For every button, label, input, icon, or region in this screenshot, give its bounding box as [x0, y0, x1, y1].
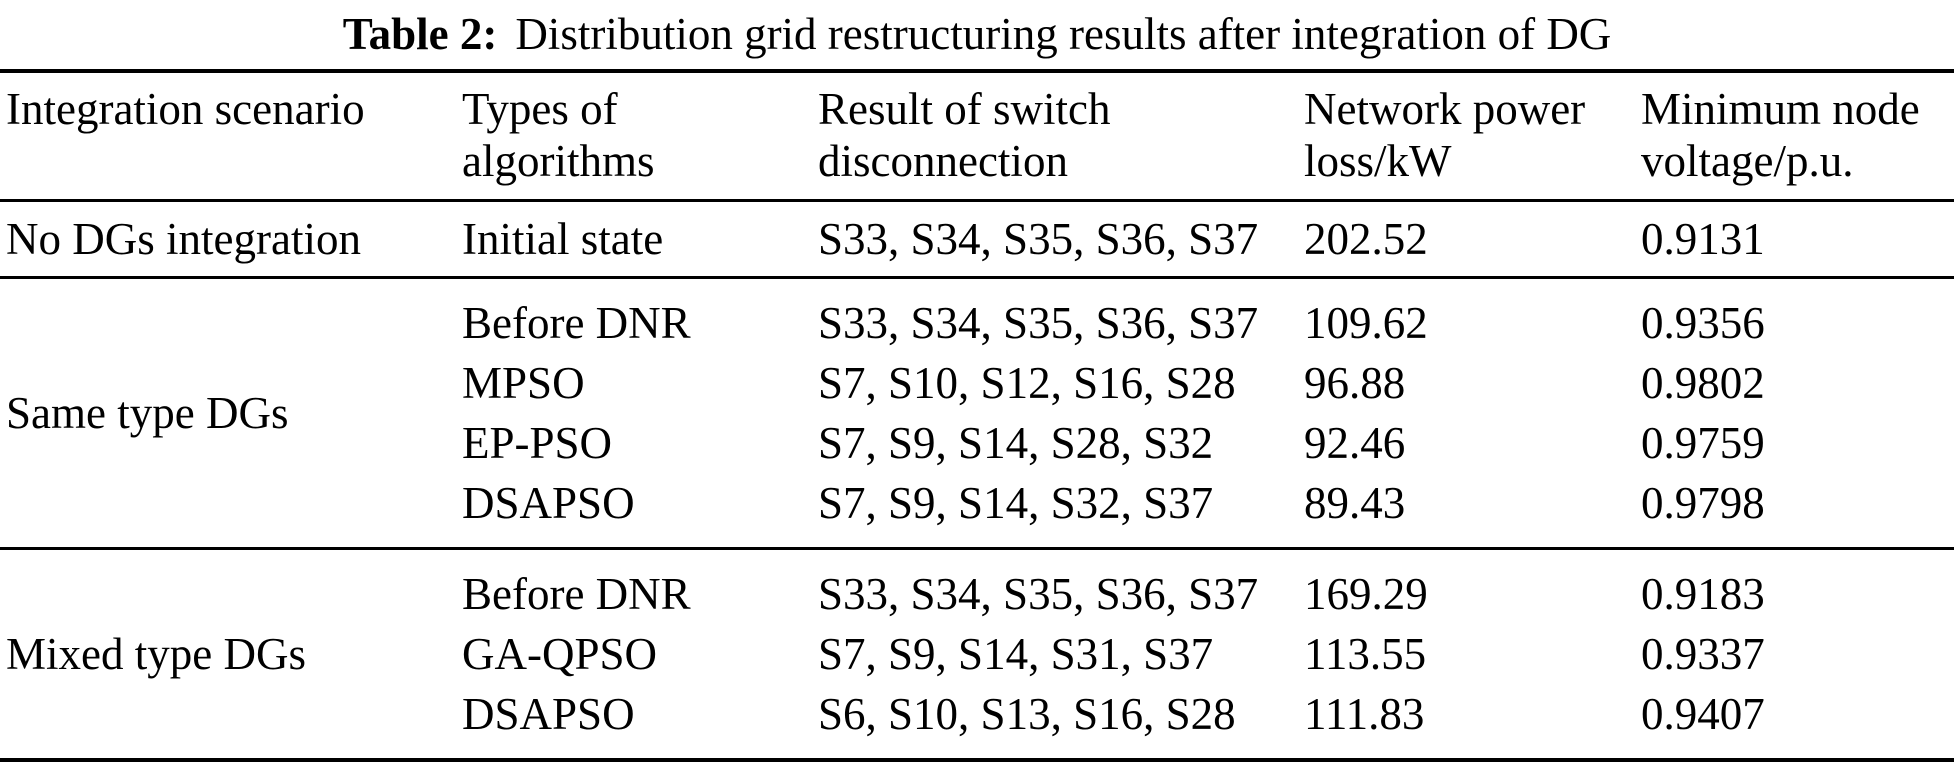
voltage-cell: 0.9183: [1641, 569, 1765, 619]
column-header-switch-disconnection: Result of switch disconnection: [818, 84, 1111, 186]
algorithm-cell: GA-QPSO: [462, 629, 658, 679]
section-rows: Initial state S33, S34, S35, S36, S37 20…: [456, 202, 1954, 276]
scenario-label: Mixed type DGs: [6, 629, 306, 679]
loss-cell: 169.29: [1304, 569, 1428, 619]
loss-cell: 109.62: [1304, 298, 1428, 348]
algorithm-cell: Initial state: [462, 214, 664, 264]
table-row: Before DNR S33, S34, S35, S36, S37 169.2…: [456, 564, 1954, 624]
switches-cell: S6, S10, S13, S16, S28: [818, 689, 1236, 739]
voltage-cell: 0.9337: [1641, 629, 1765, 679]
table-row: MPSO S7, S10, S12, S16, S28 96.88 0.9802: [456, 353, 1954, 413]
bottom-margin: [0, 762, 1954, 775]
voltage-cell: 0.9407: [1641, 689, 1765, 739]
column-header-integration-scenario: Integration scenario: [6, 84, 365, 134]
section-rows: Before DNR S33, S34, S35, S36, S37 109.6…: [456, 279, 1954, 547]
algorithm-cell: Before DNR: [462, 298, 691, 348]
algorithm-cell: MPSO: [462, 358, 585, 408]
section-no-dgs: No DGs integration Initial state S33, S3…: [0, 202, 1954, 279]
table-row: Before DNR S33, S34, S35, S36, S37 109.6…: [456, 293, 1954, 353]
table-row: EP-PSO S7, S9, S14, S28, S32 92.46 0.975…: [456, 413, 1954, 473]
voltage-cell: 0.9798: [1641, 478, 1765, 528]
table-caption: Table 2: Distribution grid restructuring …: [0, 0, 1954, 69]
section-rows: Before DNR S33, S34, S35, S36, S37 169.2…: [456, 550, 1954, 758]
switches-cell: S33, S34, S35, S36, S37: [818, 298, 1259, 348]
table-row: DSAPSO S7, S9, S14, S32, S37 89.43 0.979…: [456, 473, 1954, 533]
switches-cell: S33, S34, S35, S36, S37: [818, 214, 1259, 264]
loss-cell: 89.43: [1304, 478, 1406, 528]
voltage-cell: 0.9802: [1641, 358, 1765, 408]
loss-cell: 202.52: [1304, 214, 1428, 264]
scenario-label: No DGs integration: [6, 214, 361, 264]
switches-cell: S7, S9, S14, S28, S32: [818, 418, 1214, 468]
results-table: Integration scenario Types of algorithms…: [0, 69, 1954, 762]
table-caption-text: Distribution grid restructuring results …: [515, 9, 1612, 59]
loss-cell: 96.88: [1304, 358, 1406, 408]
section-mixed-type-dgs: Mixed type DGs Before DNR S33, S34, S35,…: [0, 550, 1954, 762]
voltage-cell: 0.9131: [1641, 214, 1765, 264]
loss-cell: 113.55: [1304, 629, 1427, 679]
table-caption-label: Table 2:: [342, 9, 498, 59]
column-header-minimum-node-voltage: Minimum node voltage/p.u.: [1641, 84, 1920, 186]
section-same-type-dgs: Same type DGs Before DNR S33, S34, S35, …: [0, 279, 1954, 550]
scenario-label: Same type DGs: [6, 388, 289, 438]
switches-cell: S7, S9, S14, S32, S37: [818, 478, 1214, 528]
loss-cell: 92.46: [1304, 418, 1406, 468]
voltage-cell: 0.9759: [1641, 418, 1765, 468]
voltage-cell: 0.9356: [1641, 298, 1765, 348]
algorithm-cell: Before DNR: [462, 569, 691, 619]
switches-cell: S33, S34, S35, S36, S37: [818, 569, 1259, 619]
algorithm-cell: DSAPSO: [462, 689, 635, 739]
table-row: Initial state S33, S34, S35, S36, S37 20…: [456, 209, 1954, 269]
algorithm-cell: DSAPSO: [462, 478, 635, 528]
column-header-types-of-algorithms: Types of algorithms: [462, 84, 655, 186]
table-row: DSAPSO S6, S10, S13, S16, S28 111.83 0.9…: [456, 684, 1954, 744]
table-row: GA-QPSO S7, S9, S14, S31, S37 113.55 0.9…: [456, 624, 1954, 684]
switches-cell: S7, S9, S14, S31, S37: [818, 629, 1214, 679]
algorithm-cell: EP-PSO: [462, 418, 613, 468]
loss-cell: 111.83: [1304, 689, 1425, 739]
column-header-network-power-loss: Network power loss/kW: [1304, 84, 1586, 186]
switches-cell: S7, S10, S12, S16, S28: [818, 358, 1236, 408]
table-header-row: Integration scenario Types of algorithms…: [0, 73, 1954, 202]
